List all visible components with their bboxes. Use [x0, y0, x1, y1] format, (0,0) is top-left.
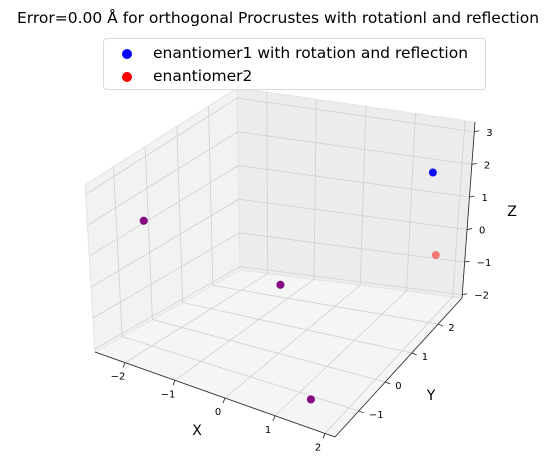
y-tick-mark [385, 381, 391, 385]
z-tick-mark [474, 130, 480, 133]
grid-line-z [90, 198, 468, 288]
legend-marker-series2 [122, 72, 132, 82]
grid-line-x [174, 99, 317, 381]
legend-item-series2: enantiomer2 [104, 65, 485, 89]
z-tick-label: 2 [484, 160, 490, 171]
z-tick-mark [464, 260, 470, 263]
grid-line-x [224, 106, 367, 399]
z-tick-label: 1 [481, 193, 487, 204]
legend-item-series1: enantiomer1 with rotation and reflection [104, 42, 485, 66]
grid-line-y [176, 126, 412, 354]
legend-label-series2: enantiomer2 [153, 67, 253, 85]
grid-line-z [87, 131, 472, 226]
x-tick-mark [122, 362, 126, 368]
z-tick-label: −1 [477, 258, 492, 269]
z-tick-mark [471, 162, 477, 165]
x-tick-label: 1 [265, 425, 271, 436]
legend-label-series1: enantiomer1 with rotation and reflection [153, 44, 469, 62]
data-point-series2 [306, 395, 315, 404]
y-tick-mark [358, 410, 364, 414]
grid-line-y [144, 146, 386, 383]
x-tick-mark [172, 380, 176, 386]
grid-line-x [124, 92, 269, 363]
grid-line-x [274, 113, 416, 417]
grid-line-y [113, 166, 359, 412]
x-tick-label: −2 [111, 372, 126, 383]
grid-line-y [208, 106, 439, 325]
y-tick-label: 1 [422, 352, 428, 363]
z-tick-label: 3 [486, 128, 492, 139]
y-tick-mark [438, 323, 444, 327]
z-tick-mark [462, 293, 468, 296]
z-tick-label: −2 [474, 291, 489, 302]
y-tick-label: 0 [395, 381, 401, 392]
z-axis-line [461, 121, 476, 299]
legend: enantiomer1 with rotation and reflection… [103, 38, 486, 90]
x-tick-label: −1 [161, 389, 176, 400]
data-point-series1 [428, 168, 437, 177]
grid-line-z [94, 266, 463, 350]
x-tick-label: 2 [315, 442, 321, 453]
z-tick-label: 0 [479, 226, 485, 237]
grid-line-x [324, 120, 466, 434]
z-tick-mark [466, 228, 473, 230]
grid-line-z [92, 232, 465, 319]
z-tick-mark [469, 195, 475, 198]
y-axis-label: Y [426, 388, 436, 404]
data-point-series2 [276, 280, 285, 289]
x-tick-label: 0 [215, 407, 221, 418]
grid-line-z [85, 97, 475, 195]
chart-title: Error=0.00 Å for orthogonal Procrustes w… [16, 9, 540, 27]
data-point-series2 [431, 251, 440, 260]
y-tick-mark [411, 352, 417, 356]
y-tick-label: 2 [448, 323, 454, 334]
x-axis-label: X [192, 423, 202, 439]
x-tick-mark [272, 415, 276, 421]
y-axis-line [334, 297, 463, 438]
grid-line-z [89, 165, 470, 257]
z-axis-label: Z [507, 204, 517, 220]
y-tick-label: −1 [369, 410, 384, 421]
x-tick-mark [222, 397, 226, 404]
data-point-series2 [139, 216, 148, 225]
x-tick-mark [322, 433, 326, 439]
x-axis-line [94, 351, 336, 438]
legend-marker-series1 [122, 49, 132, 59]
